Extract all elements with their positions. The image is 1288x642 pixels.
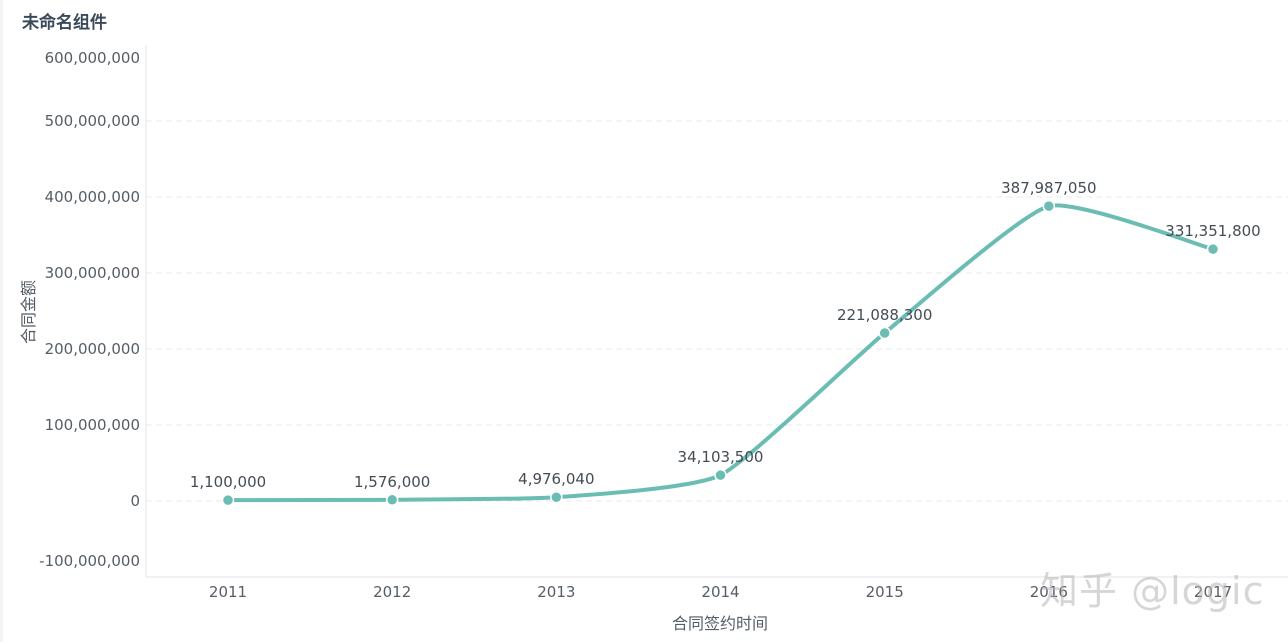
data-point	[221, 493, 235, 507]
data-label: 34,103,500	[678, 448, 764, 466]
data-label: 331,351,800	[1165, 222, 1260, 240]
x-tick-label: 2015	[866, 583, 904, 601]
y-tick-label: 300,000,000	[45, 264, 140, 282]
x-axis-title: 合同签约时间	[672, 614, 768, 633]
y-tick-label: 200,000,000	[45, 340, 140, 358]
grid-layer	[146, 120, 1288, 502]
x-tick-label: 2013	[537, 583, 575, 601]
x-tick-label: 2011	[209, 583, 247, 601]
x-tick-label: 2017	[1194, 583, 1232, 601]
axis-layer: 600,000,000 500,000,000 400,000,000 300,000…	[39, 45, 1288, 601]
y-tick-label: 600,000,000	[45, 49, 140, 67]
data-point	[1206, 242, 1220, 256]
data-label: 221,088,300	[837, 306, 932, 324]
widget-title: 未命名组件	[22, 13, 107, 33]
data-point	[385, 493, 399, 507]
data-label: 4,976,040	[518, 470, 594, 488]
data-point	[1042, 199, 1056, 213]
x-tick-label: 2014	[701, 583, 739, 601]
data-label: 1,100,000	[190, 473, 266, 491]
data-label: 1,576,000	[354, 473, 430, 491]
label-layer: 1,100,000 1,576,000 4,976,040 34,103,500 221…	[190, 179, 1261, 491]
y-tick-label: 500,000,000	[45, 112, 140, 130]
x-tick-label: 2012	[373, 583, 411, 601]
series-layer	[221, 199, 1220, 507]
data-point	[714, 468, 727, 482]
x-tick-label: 2016	[1030, 583, 1068, 601]
y-axis-title: 合同金额	[19, 280, 38, 344]
y-tick-label: -100,000,000	[39, 552, 140, 570]
data-point	[878, 326, 891, 340]
y-tick-label: 400,000,000	[45, 188, 140, 206]
data-point	[550, 490, 563, 504]
y-tick-label: 100,000,000	[45, 416, 140, 434]
widget-left-border	[0, 0, 3, 642]
data-label: 387,987,050	[1001, 179, 1096, 197]
y-tick-label: 0	[130, 492, 140, 510]
